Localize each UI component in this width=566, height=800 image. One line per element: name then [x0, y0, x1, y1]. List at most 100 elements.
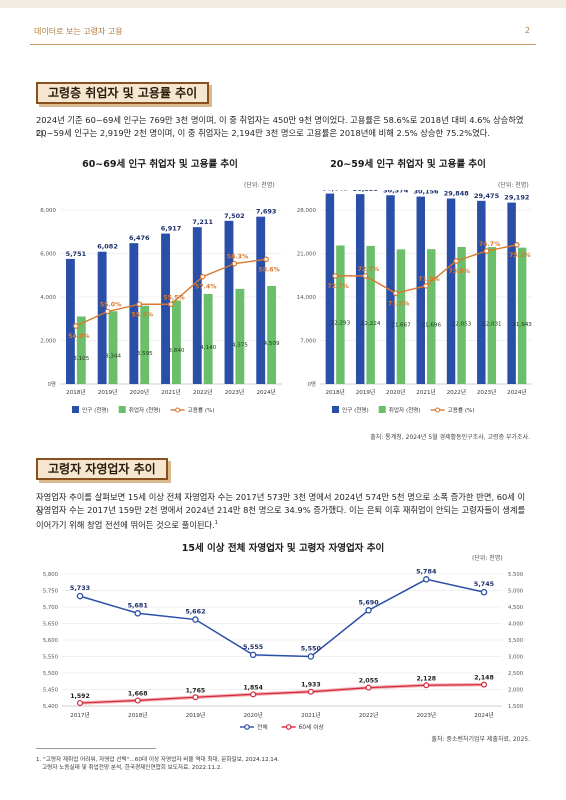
- chart2-bar-employed: [336, 245, 345, 384]
- paragraph-self-3-text: 이어가기 위해 창업 전선에 뛰어든 것으로 풀이된다.: [36, 519, 215, 530]
- chart3-point-total: [192, 616, 199, 623]
- chart1-label-population: 6,082: [97, 243, 118, 251]
- chart2-rate-point: [483, 248, 490, 254]
- paragraph-60-69: 2024년 기준 60~69세 인구는 769만 3천 명이며, 이 중 취업자…: [36, 115, 524, 139]
- chart3-point-total: [365, 607, 372, 614]
- chart2-label-population: 29,848: [444, 190, 470, 198]
- chart1-rate-point: [136, 301, 143, 308]
- chart1-label-employed: 4,375: [232, 342, 248, 348]
- chart1-rate-point: [168, 301, 174, 308]
- chart3-ytick-right: 4,000: [508, 622, 524, 628]
- chart1-label-population: 6,476: [129, 234, 150, 242]
- chart3-xtick: 2018년: [128, 711, 147, 719]
- chart1-legend-swatch: [72, 406, 79, 413]
- chart3-point-total: [76, 592, 84, 600]
- chart1-rate-label: 55.5%: [163, 294, 184, 301]
- chart1-label-population: 7,502: [224, 212, 245, 220]
- page-header: 데이터로 보는 고령자 고용 2: [0, 0, 566, 45]
- chart2-label-employed: 21,696: [421, 323, 441, 329]
- chart3-xtick: 2019년: [186, 711, 205, 719]
- chart1-label-employed: 4,140: [200, 345, 216, 351]
- chart2-ytick: 7,000: [300, 339, 316, 345]
- header-rule: [30, 44, 536, 45]
- chart2-rate-label: 73.9%: [449, 268, 470, 275]
- chart2-label-population: 30,648: [323, 190, 349, 193]
- chart3-label-over60: 1,668: [128, 690, 148, 697]
- chart3-ytick-left: 5,400: [43, 704, 59, 710]
- chart1-bar-employed: [267, 285, 277, 384]
- chart1-bar-employed: [140, 305, 150, 384]
- chart1-xtick: 2018년: [66, 388, 85, 396]
- chart3-label-total: 5,745: [474, 580, 494, 588]
- chart1-bar-population: [224, 220, 234, 384]
- chart2-legend-label: 취업자 (천명): [389, 406, 421, 414]
- source-selfemployed: 출처: 중소벤처기업부 제출자료, 2025.: [431, 736, 530, 743]
- chart3-label-total: 5,550: [301, 645, 322, 653]
- chart2-rate-label: 71.3%: [388, 300, 409, 307]
- chart2-rate-label: 71.9%: [418, 276, 439, 283]
- chart3-label-over60: 2,055: [359, 678, 379, 685]
- chart1-bar-population: [129, 243, 139, 384]
- chart1-bar-population: [256, 216, 266, 384]
- chart3-point-total: [249, 651, 257, 659]
- chart1-xtick: 2023년: [225, 388, 244, 396]
- chart2-rate-label: 72.7%: [358, 266, 379, 273]
- chart2-bar-employed: [487, 247, 497, 384]
- chart3-label-over60: 2,128: [416, 675, 436, 682]
- chart1-xtick: 2024년: [256, 388, 275, 396]
- chart2-ytick: 14,000: [297, 295, 317, 301]
- chart3-label-total: 5,784: [416, 567, 437, 575]
- chart1-ytick: 2,000: [40, 339, 56, 345]
- chart3-point-over60: [192, 694, 199, 701]
- chart1-label-employed: 3,105: [73, 356, 89, 362]
- chart3-label-total: 5,690: [358, 598, 379, 606]
- chart1-label-employed: 3,344: [105, 354, 121, 360]
- chart2-rate-point: [362, 273, 369, 279]
- chart3-xtick: 2020년: [243, 711, 262, 719]
- chart1-bar-employed: [172, 300, 181, 384]
- chart3-xtick: 2022년: [359, 711, 378, 719]
- chart1-legend-label: 취업자 (천명): [129, 406, 161, 414]
- chart2-label-population: 30,156: [413, 190, 439, 196]
- chart2-bar-employed: [427, 249, 436, 384]
- chart1-rate-point: [231, 260, 238, 267]
- chart2-rate-point: [423, 283, 429, 289]
- chart3-label-total: 5,662: [185, 608, 205, 616]
- chart1-rate-point: [73, 323, 79, 329]
- chart2-xtick: 2020년: [386, 388, 405, 396]
- chart3-point-total: [307, 653, 315, 660]
- chart1-rate-label: 55.5%: [132, 311, 153, 318]
- chart2-rate-label: 72.7%: [327, 283, 348, 290]
- chart1-bar-population: [192, 227, 202, 384]
- chart3-ytick-right: 2,500: [508, 671, 524, 677]
- section-title-employment: 고령층 취업자 및 고용률 추이: [36, 82, 210, 104]
- chart1-svg: 0명 2,000 4,000 6,000 8,000 5,751 3,105 2018년 6,0…: [40, 208, 282, 414]
- chart1-bar-employed: [108, 311, 118, 384]
- chart2-xtick: 2018년: [325, 388, 344, 396]
- chart3-label-total: 5,555: [243, 643, 263, 651]
- paragraph-20-59: 20~59세 인구는 2,919만 2천 명이며, 이 중 취업자는 2,194…: [36, 128, 491, 138]
- chart3-title: 15세 이상 전체 자영업자 및 고령자 자영업자 추이: [181, 543, 385, 554]
- chart2-label-employed: 21,943: [512, 322, 532, 328]
- chart3-point-over60: [307, 688, 314, 695]
- chart1-rate-point: [104, 308, 111, 315]
- chart1-ytick: 6,000: [40, 252, 56, 258]
- chart2-xtick: 2019년: [356, 388, 375, 396]
- chart2-bar-population: [416, 196, 425, 384]
- footnote-2: 고령자 노동실태 및 취업전망 분석, 한국경제인연합회 보도자료, 2022.…: [42, 765, 223, 771]
- footnote-rule: [36, 748, 156, 749]
- chart2-title: 20~59세 인구 취업자 및 고용률 추이: [330, 159, 486, 170]
- chart3-unit: (단위: 천명): [472, 555, 503, 562]
- footnote-reference[interactable]: 1: [214, 520, 218, 526]
- chart1-label-employed: 4,509: [264, 341, 280, 347]
- chart3-ytick-left: 5,650: [43, 622, 59, 628]
- chart3-point-over60: [134, 697, 141, 704]
- chart2-bar-employed: [396, 249, 406, 384]
- chart3-svg: 5,400 5,450 5,500 5,550 5,600 5,650 5,700 5,750…: [43, 567, 524, 731]
- chart3-legend-label: 전체: [257, 723, 268, 731]
- chart2-bar-population: [477, 200, 486, 384]
- chart2-rate-label: 75.2%: [509, 252, 530, 259]
- chart2-rate-label: 74.7%: [479, 241, 500, 248]
- chart2-bar-employed: [457, 246, 466, 384]
- chart2-bar-population: [355, 194, 365, 384]
